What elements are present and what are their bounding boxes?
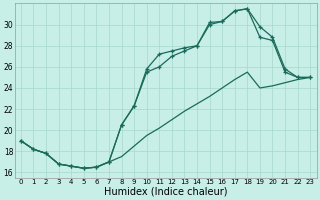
X-axis label: Humidex (Indice chaleur): Humidex (Indice chaleur)	[104, 187, 227, 197]
